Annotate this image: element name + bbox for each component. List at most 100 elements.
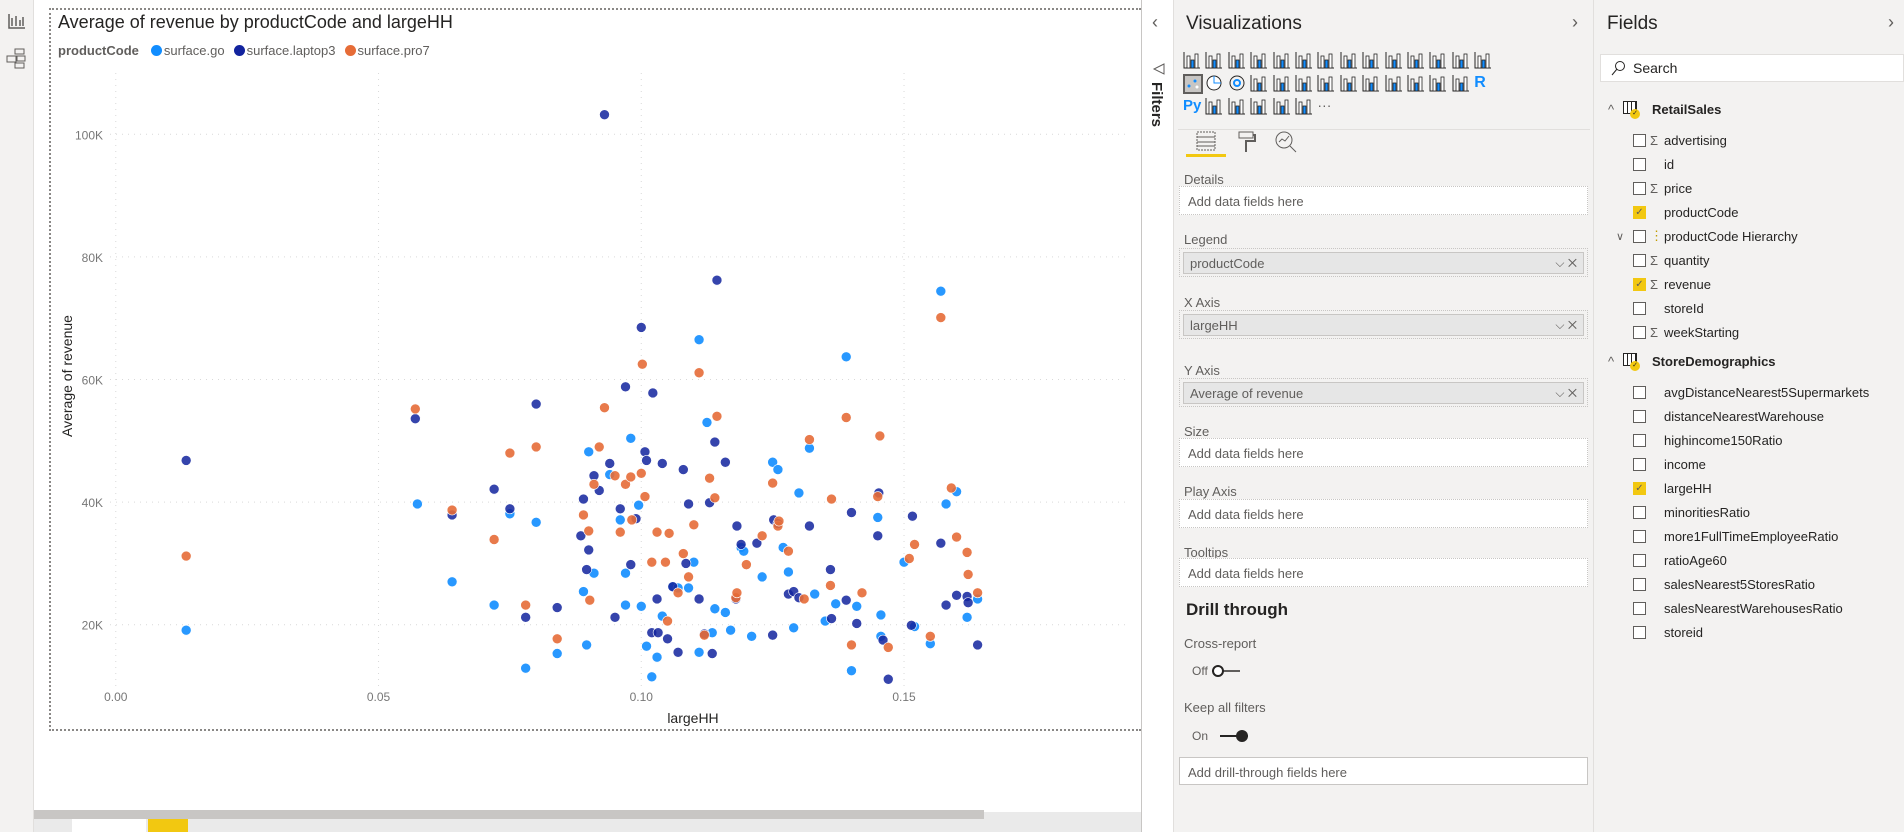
data-point-surface-laptop3[interactable] <box>635 322 647 333</box>
data-point-surface-pro7[interactable] <box>874 430 886 442</box>
data-point-surface-pro7[interactable] <box>551 633 563 645</box>
data-point-surface-pro7[interactable] <box>709 492 721 504</box>
data-point-surface-go[interactable] <box>683 582 694 594</box>
python-visual-icon[interactable]: Py <box>1183 97 1202 114</box>
legend-item-surface-laptop3[interactable]: surface.laptop3 <box>233 43 336 58</box>
field-checkbox[interactable]: ✓ <box>1633 277 1646 291</box>
data-point-surface-laptop3[interactable] <box>504 503 516 515</box>
data-point-surface-pro7[interactable] <box>699 629 710 641</box>
data-point-surface-pro7[interactable] <box>826 493 837 505</box>
data-point-surface-go[interactable] <box>720 607 731 618</box>
area-chart-icon[interactable] <box>1340 51 1360 71</box>
data-point-surface-laptop3[interactable] <box>604 458 616 469</box>
treemap-icon[interactable] <box>1250 74 1270 94</box>
data-point-surface-pro7[interactable] <box>711 410 723 422</box>
cross-report-toggle[interactable]: Off <box>1192 664 1240 678</box>
data-point-surface-go[interactable] <box>488 599 500 611</box>
data-point-surface-laptop3[interactable] <box>599 109 610 120</box>
data-point-surface-pro7[interactable] <box>909 539 920 550</box>
data-point-surface-go[interactable] <box>809 588 820 600</box>
data-point-surface-go[interactable] <box>581 639 592 651</box>
clustered-bar-chart-icon[interactable] <box>1228 51 1248 71</box>
data-point-surface-go[interactable] <box>709 603 721 615</box>
data-point-surface-pro7[interactable] <box>678 548 689 559</box>
filters-pane-collapsed[interactable]: ‹ Filters <box>1141 0 1174 832</box>
data-point-surface-pro7[interactable] <box>520 599 531 611</box>
data-point-surface-go[interactable] <box>651 651 663 663</box>
data-point-surface-pro7[interactable] <box>846 639 857 651</box>
field-item[interactable]: id <box>1606 153 1904 175</box>
data-point-surface-pro7[interactable] <box>646 556 658 568</box>
remove-field-icon[interactable]: ✕ <box>1567 386 1577 400</box>
data-point-surface-pro7[interactable] <box>961 547 973 558</box>
field-checkbox[interactable] <box>1633 457 1646 471</box>
data-point-surface-go[interactable] <box>940 498 952 510</box>
clustered-column-chart-icon[interactable] <box>1250 51 1270 71</box>
table-RetailSales[interactable]: ^ ✓ RetailSales <box>1606 98 1904 120</box>
data-point-surface-pro7[interactable] <box>584 594 596 606</box>
remove-field-icon[interactable]: ✕ <box>1567 256 1577 270</box>
data-point-surface-go[interactable] <box>412 498 423 510</box>
line-chart-icon[interactable] <box>1317 51 1337 71</box>
data-point-surface-pro7[interactable] <box>651 526 663 538</box>
filled-map-icon[interactable] <box>1295 74 1315 94</box>
data-point-surface-laptop3[interactable] <box>804 520 815 532</box>
table-icon[interactable] <box>1429 74 1449 94</box>
legend-item-surface-pro7[interactable]: surface.pro7 <box>344 43 430 58</box>
stacked-bar-chart-icon[interactable] <box>1183 51 1203 71</box>
fields-tab-icon[interactable] <box>1194 130 1218 152</box>
data-point-surface-go[interactable] <box>767 456 778 468</box>
data-point-surface-laptop3[interactable] <box>672 646 684 658</box>
data-point-surface-laptop3[interactable] <box>575 530 587 542</box>
chevron-right-icon[interactable]: › <box>1572 12 1578 32</box>
chevron-down-icon[interactable]: ⌵ <box>1555 256 1565 270</box>
data-point-surface-laptop3[interactable] <box>530 398 542 410</box>
data-point-surface-laptop3[interactable] <box>851 618 863 629</box>
data-point-surface-laptop3[interactable] <box>907 510 918 522</box>
field-pill[interactable]: largeHH ⌵ ✕ <box>1183 314 1584 336</box>
data-point-surface-laptop3[interactable] <box>180 455 192 466</box>
data-point-surface-laptop3[interactable] <box>840 594 852 606</box>
data-point-surface-go[interactable] <box>935 285 947 297</box>
data-point-surface-pro7[interactable] <box>504 447 516 459</box>
field-checkbox[interactable] <box>1633 625 1646 639</box>
data-point-surface-pro7[interactable] <box>798 593 810 605</box>
ribbon-chart-icon[interactable] <box>1429 51 1449 71</box>
multi-row-card-icon[interactable] <box>1362 74 1382 94</box>
data-point-surface-go[interactable] <box>180 624 192 636</box>
data-point-surface-pro7[interactable] <box>840 412 852 423</box>
card-icon[interactable] <box>1340 74 1360 94</box>
data-point-surface-laptop3[interactable] <box>962 597 974 608</box>
data-point-surface-laptop3[interactable] <box>680 558 692 569</box>
field-item[interactable]: avgDistanceNearest5Supermarkets <box>1606 381 1904 403</box>
data-point-surface-laptop3[interactable] <box>520 612 531 623</box>
data-point-surface-pro7[interactable] <box>972 587 983 599</box>
data-point-surface-go[interactable] <box>620 567 631 579</box>
data-point-surface-go[interactable] <box>693 646 705 658</box>
page-tab[interactable] <box>72 819 146 832</box>
data-point-surface-pro7[interactable] <box>662 615 673 627</box>
data-point-surface-pro7[interactable] <box>583 525 595 537</box>
data-point-surface-go[interactable] <box>830 598 842 610</box>
data-point-surface-laptop3[interactable] <box>767 629 778 641</box>
data-point-surface-laptop3[interactable] <box>711 274 723 286</box>
field-checkbox[interactable] <box>1633 157 1646 171</box>
data-point-surface-laptop3[interactable] <box>647 387 659 399</box>
data-point-surface-go[interactable] <box>646 671 658 683</box>
tooltips-well[interactable]: Add data fields here <box>1179 558 1588 587</box>
field-checkbox[interactable] <box>1633 577 1646 591</box>
expand-caret-icon[interactable]: ∨ <box>1616 230 1625 243</box>
data-point-surface-laptop3[interactable] <box>846 507 857 518</box>
data-point-surface-pro7[interactable] <box>882 642 894 653</box>
report-view-icon[interactable] <box>7 12 27 30</box>
data-point-surface-pro7[interactable] <box>903 553 915 564</box>
collapse-caret-icon[interactable]: ^ <box>1608 101 1615 117</box>
data-point-surface-pro7[interactable] <box>614 526 626 538</box>
more-icon[interactable]: ··· <box>1317 97 1332 113</box>
data-point-surface-go[interactable] <box>756 571 768 583</box>
chevron-left-icon[interactable]: ‹ <box>1152 12 1158 32</box>
data-point-surface-laptop3[interactable] <box>639 446 651 458</box>
qa-icon[interactable] <box>1250 97 1270 117</box>
x-axis-well[interactable]: largeHH ⌵ ✕ <box>1179 310 1588 339</box>
